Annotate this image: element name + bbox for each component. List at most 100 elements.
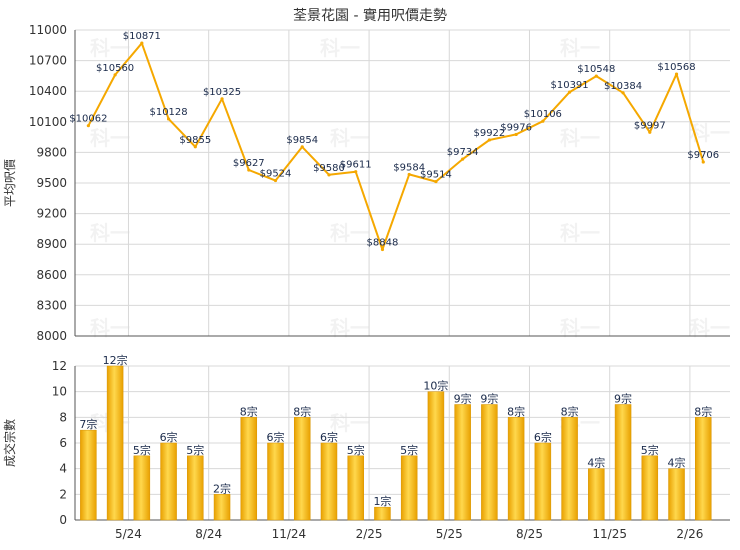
price-point-22 [674, 72, 679, 76]
volume-bar-15 [481, 404, 498, 521]
price-point-12 [407, 172, 411, 177]
volume-data-label-20: 9宗 [614, 392, 632, 406]
price-data-label-10: $9611 [340, 160, 372, 171]
volume-data-label-14: 9宗 [454, 392, 472, 406]
price-data-label-16: $9976 [500, 122, 532, 133]
volume-data-label-21: 5宗 [641, 443, 659, 457]
volume-data-label-23: 8宗 [694, 404, 712, 418]
volume-bar-10 [347, 455, 364, 521]
volume-bar-4 [187, 455, 204, 521]
price-data-label-17: $10106 [524, 109, 562, 120]
price-data-label-2: $10871 [123, 31, 161, 42]
volume-ytick-label-2: 4 [59, 462, 67, 476]
price-data-label-0: $10062 [69, 114, 107, 125]
price-data-label-7: $9524 [260, 169, 292, 180]
price-point-13 [434, 179, 438, 184]
price-series-line [87, 42, 705, 251]
volume-bar-18 [561, 417, 578, 521]
price-data-label-22: $10568 [657, 62, 695, 73]
volume-bar-14 [454, 404, 471, 521]
x-tick-label-0: 5/24 [115, 527, 142, 541]
volume-y-axis-label: 成交宗數 [2, 419, 17, 467]
watermark-layer: 科一科一科一科一科一科一科一科一科一科一科一科一科一科一科一科一科一 [90, 36, 730, 435]
price-ytick-label-2: 8600 [36, 268, 67, 282]
price-point-5 [220, 97, 224, 101]
volume-bar-16 [507, 417, 525, 521]
watermark-text-3: 科一 [90, 126, 130, 150]
volume-bar-19 [588, 468, 605, 521]
x-tick-label-6: 11/25 [592, 527, 627, 541]
volume-ytick-label-4: 8 [59, 410, 67, 424]
volume-data-label-18: 8宗 [561, 404, 579, 418]
volume-data-label-16: 8宗 [507, 404, 525, 418]
price-data-label-14: $9734 [447, 147, 479, 158]
volume-data-label-13: 10宗 [423, 379, 448, 393]
volume-data-label-11: 1宗 [373, 494, 391, 508]
price-ytick-label-0: 8000 [36, 329, 67, 343]
watermark-text-13: 科一 [330, 411, 370, 435]
volume-data-label-10: 5宗 [347, 443, 365, 457]
price-point-14 [461, 157, 465, 161]
price-data-label-9: $9580 [313, 163, 345, 174]
volume-bar-2 [133, 455, 151, 521]
price-data-label-6: $9627 [233, 158, 265, 169]
volume-data-label-19: 4宗 [587, 456, 605, 470]
price-point-16 [514, 132, 518, 137]
price-point-18 [567, 90, 572, 94]
volume-bar-6 [240, 417, 258, 521]
x-tick-label-4: 5/25 [436, 527, 463, 541]
price-ytick-label-9: 10700 [29, 54, 67, 68]
x-tick-label-1: 8/24 [195, 527, 222, 541]
price-data-label-11: $8848 [367, 238, 399, 249]
volume-bar-12 [400, 455, 418, 521]
price-point-3 [166, 117, 171, 121]
price-point-0 [86, 124, 90, 128]
volume-bar-7 [267, 442, 284, 521]
volume-data-label-1: 12宗 [103, 353, 128, 367]
price-data-label-19: $10548 [577, 64, 615, 75]
price-data-label-4: $9855 [179, 135, 211, 146]
price-point-21 [648, 130, 652, 134]
price-ytick-label-3: 8900 [36, 237, 67, 251]
watermark-text-8: 科一 [560, 221, 600, 245]
price-data-label-1: $10560 [96, 63, 134, 74]
price-line-chart: 8000 8300 8600 8900 9200 9500 9800 10100 10400 10… [3, 23, 730, 343]
x-tick-label-2: 11/24 [272, 527, 307, 541]
x-tick-label-3: 2/25 [356, 527, 383, 541]
price-data-label-20: $10384 [604, 81, 642, 92]
volume-data-label-9: 6宗 [320, 430, 338, 444]
volume-bar-chart: 0 2 4 6 8 10 12 成交宗數 7宗 12宗 5宗 6宗 5宗 2宗 8宗 6宗 8宗 6宗 5宗 1宗 5宗… [2, 353, 730, 541]
price-point-11 [380, 247, 385, 252]
volume-bar-0 [80, 429, 97, 521]
volume-bar-5 [213, 494, 231, 521]
price-point-10 [354, 170, 358, 174]
watermark-text-4: 科一 [330, 126, 370, 150]
volume-data-label-22: 4宗 [668, 456, 686, 470]
watermark-text-5: 科一 [560, 126, 600, 150]
volume-bar-17 [534, 442, 552, 521]
price-data-label-13: $9514 [420, 170, 452, 181]
price-data-label-23: $9706 [687, 150, 719, 161]
volume-data-label-5: 2宗 [213, 481, 231, 495]
volume-ytick-label-0: 0 [59, 513, 67, 527]
watermark-text-7: 科一 [330, 221, 370, 245]
volume-ytick-label-1: 2 [59, 487, 67, 501]
volume-data-label-0: 7宗 [79, 417, 97, 431]
watermark-text-2: 科一 [560, 36, 600, 60]
price-point-15 [487, 138, 491, 142]
price-data-label-5: $10325 [203, 87, 241, 98]
x-tick-label-7: 2/26 [676, 527, 703, 541]
price-ytick-label-10: 11000 [29, 23, 67, 37]
volume-data-label-12: 5宗 [400, 443, 418, 457]
chart-title: 荃景花園 - 實用呎價走勢 [293, 7, 447, 24]
volume-bar-22 [668, 468, 685, 521]
price-point-6 [247, 168, 251, 172]
price-data-label-15: $9922 [473, 128, 505, 139]
price-point-23 [701, 160, 705, 164]
volume-bar-21 [641, 455, 659, 521]
volume-bar-8 [293, 417, 311, 521]
price-ytick-label-8: 10400 [29, 84, 67, 98]
price-y-axis-label: 平均呎價 [3, 159, 17, 207]
price-ytick-label-7: 10100 [29, 115, 67, 129]
